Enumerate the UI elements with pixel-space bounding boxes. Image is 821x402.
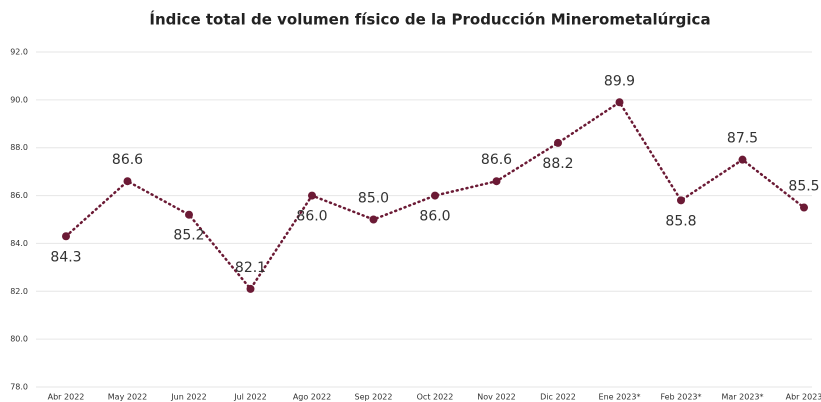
- data-point: [185, 210, 193, 219]
- data-point: [677, 196, 685, 205]
- x-tick-label: Jun 2022: [170, 393, 206, 402]
- data-label: 82.1: [235, 260, 266, 276]
- data-point: [308, 191, 316, 200]
- data-point: [615, 98, 624, 107]
- data-point: [123, 177, 132, 186]
- data-point: [431, 191, 439, 200]
- data-label: 85.5: [788, 179, 819, 195]
- x-tick-label: Dic 2022: [540, 393, 576, 402]
- y-tick-label: 82.0: [10, 287, 28, 296]
- y-tick-label: 84.0: [10, 239, 28, 248]
- y-tick-label: 90.0: [10, 95, 28, 104]
- x-tick-label: Sep 2022: [355, 393, 393, 402]
- data-label: 88.2: [542, 156, 573, 172]
- data-point: [369, 215, 378, 224]
- chart-title: Índice total de volumen físico de la Pro…: [149, 10, 710, 29]
- x-tick-label: Mar 2023*: [722, 393, 764, 402]
- data-point: [554, 138, 562, 147]
- data-label: 85.0: [358, 191, 389, 207]
- x-tick-label: May 2022: [108, 393, 147, 402]
- y-tick-label: 92.0: [10, 48, 28, 57]
- x-tick-label: Abr 2023: [786, 393, 821, 402]
- data-point: [62, 232, 70, 241]
- y-tick-label: 88.0: [10, 143, 28, 152]
- x-tick-label: Ene 2023*: [599, 393, 641, 402]
- data-label: 85.8: [665, 213, 696, 229]
- data-label: 86.6: [481, 152, 512, 168]
- data-label: 86.6: [112, 152, 143, 168]
- data-point: [492, 177, 501, 186]
- y-tick-label: 86.0: [10, 191, 28, 200]
- x-tick-label: Abr 2022: [48, 393, 85, 402]
- y-tick-label: 78.0: [10, 383, 28, 392]
- data-label: 84.3: [50, 249, 81, 265]
- x-tick-label: Feb 2023*: [660, 393, 701, 402]
- data-point: [800, 203, 808, 212]
- x-tick-label: Nov 2022: [477, 393, 516, 402]
- data-label: 85.2: [173, 228, 204, 244]
- y-tick-label: 80.0: [10, 335, 28, 344]
- x-tick-label: Ago 2022: [293, 393, 331, 402]
- x-tick-label: Oct 2022: [417, 393, 454, 402]
- data-label: 86.0: [419, 209, 450, 225]
- data-label: 89.9: [604, 73, 635, 89]
- x-tick-label: Jul 2022: [233, 393, 267, 402]
- data-label: 86.0: [296, 209, 327, 225]
- data-label: 87.5: [727, 131, 758, 147]
- data-point: [738, 155, 747, 164]
- data-point: [246, 284, 255, 293]
